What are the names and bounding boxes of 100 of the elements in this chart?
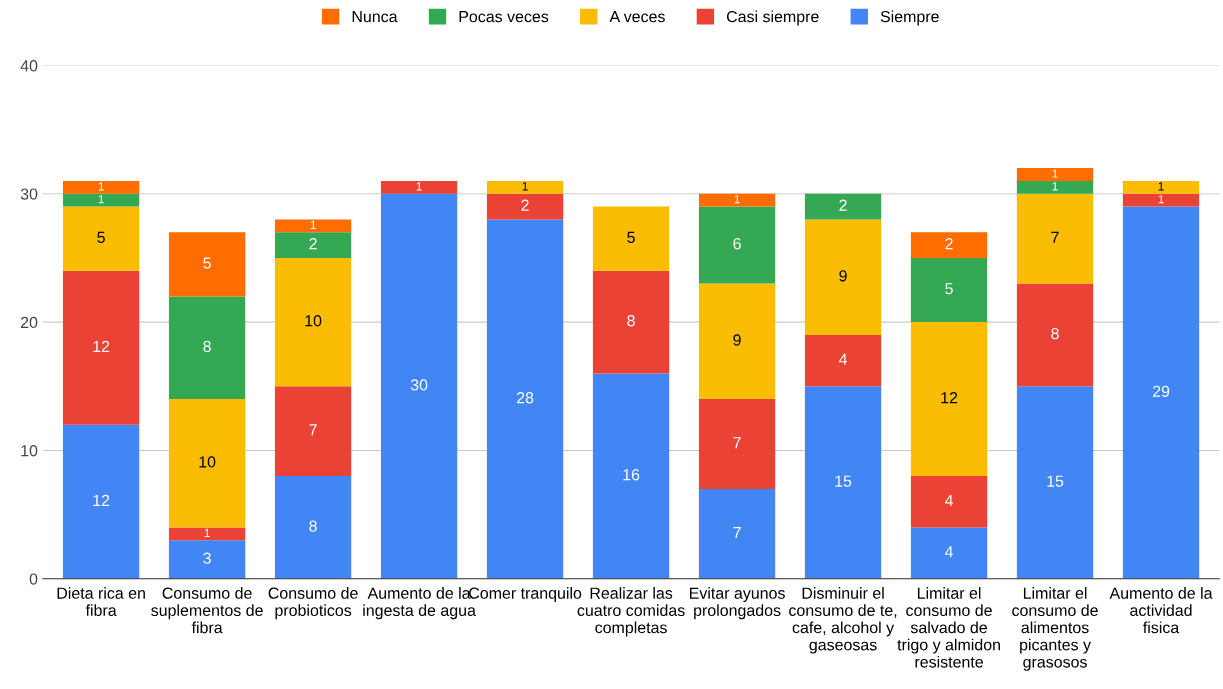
data-label: 2 bbox=[309, 238, 317, 250]
x-tick-label: Comer tranquilo bbox=[469, 587, 582, 602]
data-label: 8 bbox=[627, 315, 635, 327]
bar bbox=[804, 386, 882, 579]
data-label: 8 bbox=[1051, 327, 1059, 340]
bar bbox=[1016, 386, 1094, 579]
bar bbox=[1122, 180, 1200, 194]
data-label: 8 bbox=[203, 340, 211, 353]
bar bbox=[592, 206, 670, 271]
bar bbox=[698, 206, 776, 284]
bar bbox=[62, 424, 140, 579]
bar bbox=[1016, 283, 1094, 387]
data-label: 16 bbox=[623, 469, 640, 481]
data-label: 3 bbox=[203, 552, 211, 564]
bar bbox=[592, 270, 670, 374]
data-label: 1 bbox=[734, 195, 740, 204]
bar bbox=[1122, 193, 1200, 207]
data-label: 1 bbox=[1052, 182, 1058, 191]
data-label: 2 bbox=[521, 199, 529, 211]
bar bbox=[168, 296, 246, 400]
bar bbox=[380, 180, 458, 194]
data-label: 15 bbox=[1047, 475, 1064, 487]
bar bbox=[274, 386, 352, 477]
bar bbox=[1016, 193, 1094, 284]
bar bbox=[274, 476, 352, 579]
bar bbox=[380, 193, 458, 579]
data-label: 2 bbox=[945, 238, 953, 250]
bar bbox=[698, 488, 776, 579]
data-label: 2 bbox=[839, 199, 847, 211]
data-label: 9 bbox=[839, 270, 847, 282]
bar bbox=[592, 373, 670, 579]
data-label: 4 bbox=[944, 494, 954, 506]
data-label: 1 bbox=[98, 195, 104, 204]
bar bbox=[804, 219, 882, 335]
bar bbox=[910, 476, 988, 528]
data-label: 5 bbox=[945, 283, 953, 295]
data-label: 1 bbox=[98, 182, 104, 191]
y-tick-label: 10 bbox=[21, 445, 38, 457]
data-label: 7 bbox=[309, 424, 317, 436]
bar bbox=[1016, 180, 1094, 194]
data-label: 1 bbox=[522, 182, 528, 191]
x-tick-label: Evitar ayunos prolongados bbox=[689, 587, 785, 620]
data-label: 6 bbox=[733, 238, 741, 250]
bar bbox=[62, 180, 140, 194]
bar bbox=[486, 180, 564, 194]
x-tick-label: Consumo de probioticos bbox=[268, 587, 358, 620]
y-tick-label: 0 bbox=[29, 573, 38, 585]
bar bbox=[274, 257, 352, 387]
legend-label: A veces bbox=[609, 11, 665, 23]
x-tick-label: Dieta rica en fibra bbox=[57, 587, 145, 617]
data-label: 8 bbox=[309, 520, 317, 532]
data-label: 1 bbox=[416, 182, 422, 191]
data-label: 15 bbox=[835, 475, 852, 487]
legend-label: Nunca bbox=[352, 11, 398, 23]
data-label: 9 bbox=[733, 334, 741, 346]
bar bbox=[910, 322, 988, 477]
legend-label: Siempre bbox=[880, 10, 939, 26]
bar bbox=[62, 270, 140, 425]
x-tick-label: Aumento de la actividad fisica bbox=[1109, 587, 1213, 634]
bar bbox=[274, 219, 352, 233]
legend-label: Pocas veces bbox=[459, 11, 549, 23]
bar bbox=[168, 399, 246, 528]
bar bbox=[486, 219, 564, 579]
bar bbox=[62, 206, 140, 271]
data-label: 5 bbox=[627, 231, 635, 243]
data-label: 4 bbox=[838, 353, 848, 365]
bar bbox=[168, 232, 246, 297]
x-tick-label: Disminuir el consumo de te, cafe, alcohol y gaseosas bbox=[789, 587, 897, 654]
bar bbox=[804, 334, 882, 387]
bar bbox=[486, 193, 564, 220]
bar bbox=[168, 540, 246, 579]
bar bbox=[274, 232, 352, 258]
bar bbox=[910, 232, 988, 258]
x-tick-label: Limitar el consumo de salvado de trigo y almidon resistente bbox=[897, 587, 1000, 668]
data-label: 10 bbox=[305, 315, 322, 327]
data-label: 30 bbox=[410, 379, 428, 391]
data-label: 1 bbox=[1158, 195, 1164, 204]
bar bbox=[804, 193, 882, 220]
data-label: 28 bbox=[517, 392, 534, 404]
data-label: 12 bbox=[941, 392, 958, 404]
data-label: 12 bbox=[93, 494, 110, 506]
data-label: 29 bbox=[1152, 385, 1170, 397]
data-label: 10 bbox=[199, 456, 216, 468]
bar bbox=[698, 399, 776, 489]
x-tick-label: Limitar el consumo de alimentos picantes y grasosos bbox=[1012, 587, 1098, 671]
data-label: 1 bbox=[1158, 182, 1164, 191]
bar bbox=[168, 527, 246, 541]
data-label: 1 bbox=[204, 528, 210, 537]
data-label: 4 bbox=[944, 546, 954, 558]
bar bbox=[698, 283, 776, 400]
legend-label: Casi siempre bbox=[726, 10, 819, 26]
x-tick-label: Consumo de suplementos de fibra bbox=[151, 587, 263, 634]
data-label: 12 bbox=[93, 340, 110, 352]
y-tick-label: 40 bbox=[20, 60, 38, 72]
bar bbox=[62, 193, 140, 207]
bar bbox=[698, 193, 776, 207]
data-label: 1 bbox=[310, 220, 316, 229]
y-tick-label: 30 bbox=[20, 188, 38, 200]
y-tick-label: 20 bbox=[20, 316, 38, 329]
bar bbox=[1122, 206, 1200, 579]
